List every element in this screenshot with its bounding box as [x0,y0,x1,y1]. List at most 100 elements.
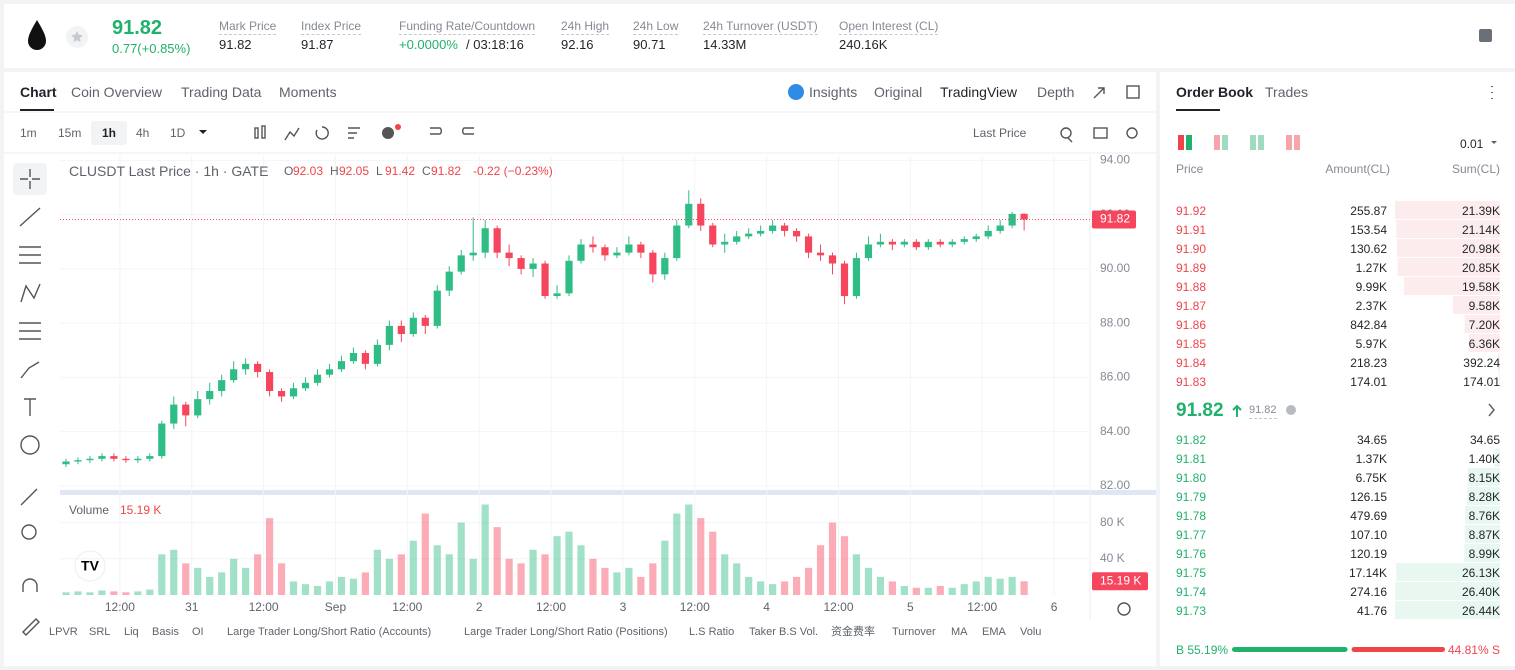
candle-body [134,458,142,461]
view-tab[interactable]: TradingView [940,84,1018,100]
amount: 218.23 [1350,356,1387,370]
depth-bar [1396,563,1500,581]
tab[interactable]: Trading Data [181,84,262,100]
candle-body [613,252,621,256]
candle-body [194,399,202,416]
volume-bar [948,587,956,595]
candle-body [469,252,477,256]
amount: 126.15 [1350,490,1387,504]
volume-bar [804,567,813,595]
amount: 107.10 [1350,528,1387,542]
volume-bar [529,549,537,595]
volume-bar [649,563,657,595]
interval[interactable]: 1D [170,126,186,140]
tick-size[interactable]: 0.01 [1460,137,1484,151]
tab[interactable]: Trades [1265,84,1309,100]
chart-title: CLUSDT Last Price · 1h · GATE [69,163,269,179]
x-tick-label: 12:00 [536,600,566,614]
volume-bar [266,518,274,595]
tool-active[interactable] [13,163,47,195]
indicator[interactable]: Taker B.S Vol. [749,626,819,638]
sum: 8.87K [1468,528,1500,542]
volume-bar [852,554,861,595]
price: 91.78 [1176,509,1207,523]
volume-legend-value: 15.19 K [120,503,162,517]
candle-body [1008,213,1016,226]
view-tab[interactable]: Original [874,84,923,100]
candle-body [325,369,334,375]
indicator[interactable]: 资金费率 [831,626,875,638]
amount: 1.27K [1355,261,1387,275]
candle-body [493,228,501,253]
legend-value: 91.42 [385,164,416,178]
volume-bar [385,558,393,595]
y-tick-label: 90.00 [1100,261,1130,275]
indicator[interactable]: Volu [1020,626,1042,638]
candle-body [505,252,513,259]
depth-bar [1396,220,1500,238]
candle-body [757,230,765,234]
sum: 8.76K [1468,509,1500,523]
tab[interactable]: Moments [279,84,337,100]
price: 91.92 [1176,204,1207,218]
indicator[interactable]: Large Trader Long/Short Ratio (Positions… [464,626,668,638]
price: 91.80 [1176,471,1207,485]
interval[interactable]: 4h [136,126,150,140]
interval[interactable]: 1h [102,126,117,140]
price-tag-label: 91.82 [1100,212,1130,226]
volume-bar [445,554,453,595]
dropdown[interactable] [199,130,207,134]
stat-label: 24h Turnover (USDT) [703,19,818,35]
sum: 174.01 [1463,375,1500,389]
tab[interactable]: Order Book [1176,84,1254,100]
indicator[interactable]: SRL [89,626,111,638]
legend-key: H [330,164,339,178]
x-tick-label: Sep [325,600,347,614]
candle-body [864,244,873,259]
indicator[interactable]: OI [192,626,204,638]
tab[interactable]: Chart [20,84,57,100]
view-icon [1250,135,1256,150]
indicator[interactable]: LPVR [49,626,78,638]
depth-bar [1395,582,1500,600]
candle-body [781,225,789,231]
indicator[interactable]: Liq [124,626,139,638]
indicator[interactable]: Basis [152,626,179,638]
price-source[interactable]: Last Price [973,126,1027,140]
view-tab[interactable]: Insights [809,84,858,100]
price-change: 0.77(+0.85%) [112,41,191,56]
price-tag [1092,210,1136,229]
volume-bar [924,587,932,595]
menu-icon[interactable] [1479,29,1492,42]
indicator[interactable]: L.S Ratio [689,626,735,638]
star [71,31,83,43]
volume-bar [936,585,944,595]
add-indicator[interactable] [382,127,394,139]
view-tab[interactable]: Depth [1037,84,1075,100]
interval[interactable]: 15m [58,126,82,140]
candle-body [86,458,94,461]
candle-body [337,361,346,370]
volume-bar [170,549,178,595]
candle-body [457,255,465,272]
volume-tag [1092,572,1148,591]
stat-label: 24h High [561,19,610,35]
candle-body [769,225,777,231]
stat-label: 24h Low [633,19,679,35]
indicator[interactable]: Turnover [892,626,936,638]
volume-bar [373,549,381,595]
indicator[interactable]: Large Trader Long/Short Ratio (Accounts) [227,626,432,638]
indicator[interactable]: MA [951,626,968,638]
price: 91.87 [1176,299,1207,313]
price: 91.74 [1176,585,1207,599]
volume-bar [517,563,525,595]
indicator[interactable]: EMA [982,626,1006,638]
volume-bar [613,572,621,595]
interval[interactable]: 1m [20,126,37,140]
sum: 34.65 [1469,433,1500,447]
y-tick-label: 82.00 [1100,478,1130,492]
volume-bar [589,558,597,595]
volume-bar [218,572,226,595]
tab[interactable]: Coin Overview [71,84,163,100]
candle-body [816,252,825,256]
